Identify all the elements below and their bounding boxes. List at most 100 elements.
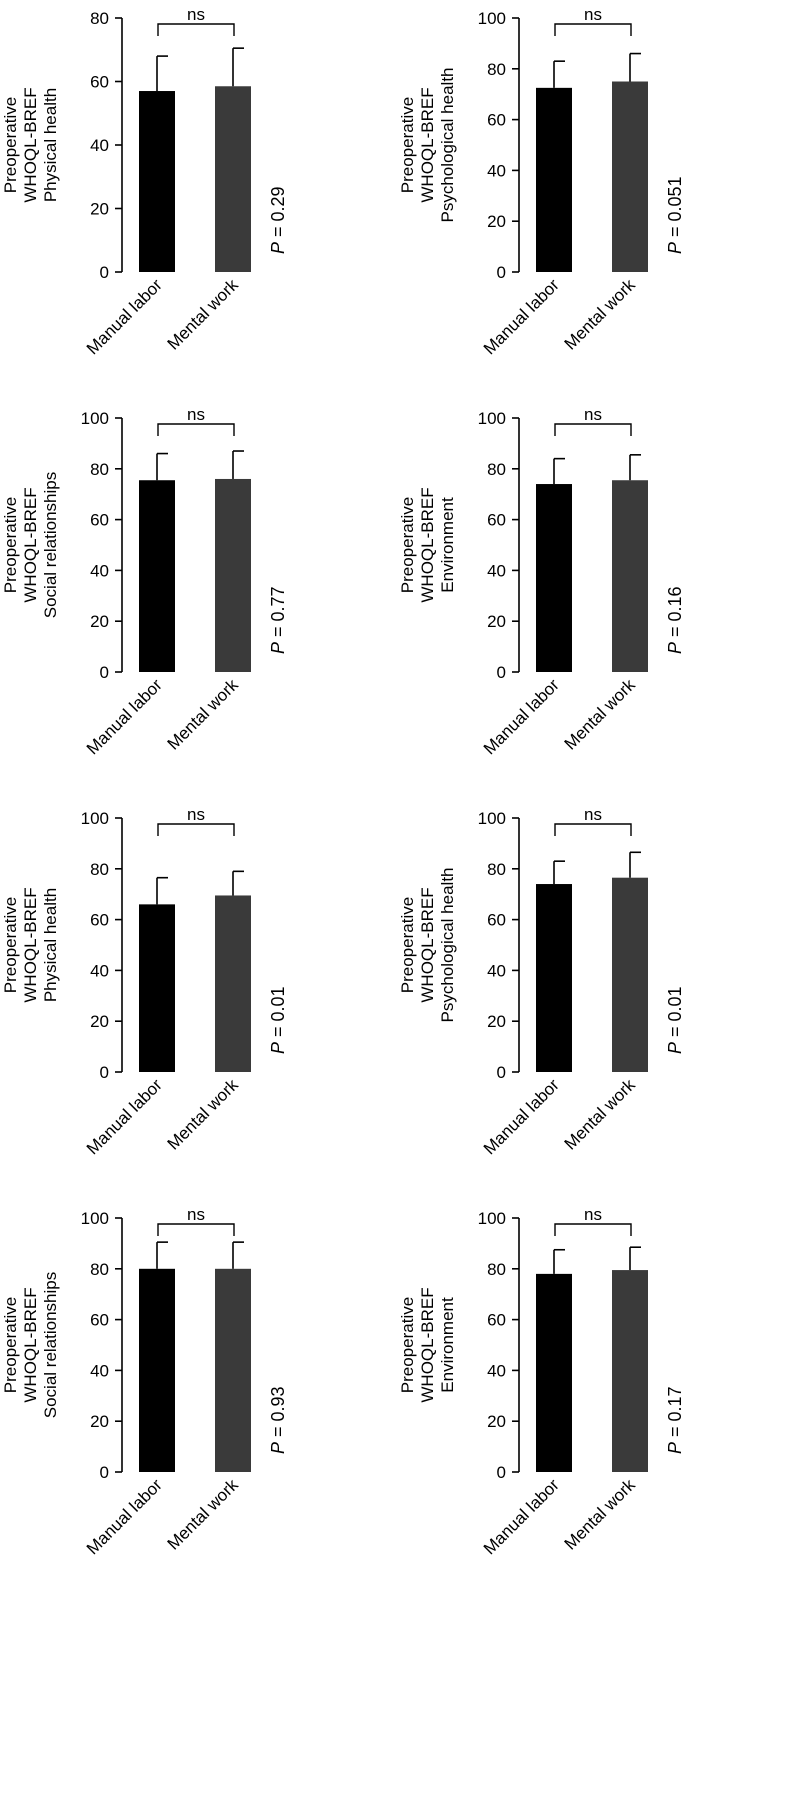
y-axis-label-line: Physical health bbox=[41, 888, 60, 1002]
y-tick-label: 20 bbox=[90, 200, 109, 219]
x-tick-label: Manual labor bbox=[480, 675, 563, 758]
x-tick-label: Mental work bbox=[164, 1075, 243, 1154]
y-axis-label-line: Preoperative bbox=[398, 897, 417, 993]
y-tick-label: 40 bbox=[90, 961, 109, 980]
bar-mental-work bbox=[215, 478, 251, 672]
y-tick-label: 0 bbox=[100, 1463, 109, 1482]
significance-bracket bbox=[157, 423, 235, 436]
p-value-label: P = 0.01 bbox=[665, 986, 685, 1054]
y-tick-label: 100 bbox=[478, 9, 506, 28]
significance-bracket bbox=[157, 823, 235, 836]
y-axis-label-line: Preoperative bbox=[1, 1297, 20, 1393]
y-axis-label-line: WHOQL-BREF bbox=[418, 1287, 437, 1402]
chart-panel-8: 0 20 40 60 80 100 Preoperative WHOQL-BREF Enviro… bbox=[398, 1205, 685, 1558]
y-axis-label-line: Preoperative bbox=[1, 497, 20, 593]
y-tick-label: 80 bbox=[487, 1260, 506, 1279]
chart-panel-1: 0 20 40 60 80 Preoperative WHOQL-BREF Physical … bbox=[1, 5, 288, 358]
y-axis-label-line: WHOQL-BREF bbox=[418, 87, 437, 202]
significance-bracket bbox=[554, 423, 632, 436]
significance-bracket bbox=[554, 823, 632, 836]
p-symbol: P bbox=[268, 1042, 288, 1054]
y-axis-label-line: WHOQL-BREF bbox=[21, 87, 40, 202]
significance-label: ns bbox=[584, 5, 602, 24]
significance-label: ns bbox=[584, 805, 602, 824]
bar-manual-labor bbox=[536, 484, 572, 672]
bar-mental-work bbox=[612, 1270, 648, 1472]
y-axis-label: Preoperative WHOQL-BREF Environment bbox=[398, 487, 457, 602]
bar-mental-work bbox=[215, 895, 251, 1072]
y-tick-label: 40 bbox=[90, 1361, 109, 1380]
y-axis-label: Preoperative WHOQL-BREF Social relationshi… bbox=[1, 1272, 60, 1418]
y-tick-label: 100 bbox=[81, 809, 109, 828]
bar-manual-labor bbox=[139, 480, 175, 672]
y-tick-label: 0 bbox=[100, 663, 109, 682]
p-value-label: P = 0.93 bbox=[268, 1386, 288, 1454]
x-tick-label: Mental work bbox=[164, 275, 243, 354]
y-tick-label: 40 bbox=[90, 561, 109, 580]
y-tick-label: 80 bbox=[90, 9, 109, 28]
y-tick-label: 60 bbox=[487, 1311, 506, 1330]
p-value: = 0.29 bbox=[268, 186, 288, 242]
y-axis-label-line: WHOQL-BREF bbox=[418, 887, 437, 1002]
y-tick-label: 100 bbox=[478, 1209, 506, 1228]
y-tick-label: 80 bbox=[90, 460, 109, 479]
p-value-label: P = 0.77 bbox=[268, 586, 288, 654]
bar-mental-work bbox=[612, 877, 648, 1072]
p-value: = 0.051 bbox=[665, 176, 685, 242]
y-tick-label: 60 bbox=[487, 111, 506, 130]
x-tick-label: Manual labor bbox=[480, 1475, 563, 1558]
chart-panel-7: 0 20 40 60 80 100 Preoperative WHOQL-BREF Social… bbox=[1, 1205, 288, 1558]
y-axis-label-line: Preoperative bbox=[398, 497, 417, 593]
significance-label: ns bbox=[584, 405, 602, 424]
y-tick-label: 0 bbox=[497, 263, 506, 282]
y-tick-label: 80 bbox=[90, 1260, 109, 1279]
bar-mental-work bbox=[215, 1268, 251, 1472]
bar-mental-work bbox=[215, 86, 251, 272]
x-tick-label: Mental work bbox=[561, 1475, 640, 1554]
bar-mental-work bbox=[612, 480, 648, 672]
y-tick-label: 20 bbox=[487, 1412, 506, 1431]
significance-label: ns bbox=[187, 5, 205, 24]
y-axis-label: Preoperative WHOQL-BREF Physical health bbox=[1, 87, 60, 202]
p-value-label: P = 0.16 bbox=[665, 586, 685, 654]
y-tick-label: 20 bbox=[90, 1012, 109, 1031]
p-symbol: P bbox=[268, 1442, 288, 1454]
y-axis-label-line: Environment bbox=[438, 497, 457, 593]
x-tick-label: Manual labor bbox=[83, 1475, 166, 1558]
y-tick-label: 100 bbox=[478, 409, 506, 428]
y-tick-label: 80 bbox=[90, 860, 109, 879]
bar-manual-labor bbox=[139, 904, 175, 1072]
y-tick-label: 60 bbox=[90, 911, 109, 930]
bar-manual-labor bbox=[139, 91, 175, 273]
y-tick-label: 40 bbox=[90, 136, 109, 155]
bar-manual-labor bbox=[536, 87, 572, 272]
y-axis-label-line: WHOQL-BREF bbox=[21, 1287, 40, 1402]
p-symbol: P bbox=[268, 242, 288, 254]
significance-label: ns bbox=[187, 805, 205, 824]
y-axis-label-line: Preoperative bbox=[398, 97, 417, 193]
y-tick-label: 40 bbox=[487, 161, 506, 180]
y-tick-label: 60 bbox=[487, 511, 506, 530]
y-tick-label: 20 bbox=[487, 612, 506, 631]
p-symbol: P bbox=[665, 242, 685, 254]
y-axis-label-line: Environment bbox=[438, 1297, 457, 1393]
y-tick-label: 20 bbox=[90, 1412, 109, 1431]
y-tick-label: 0 bbox=[100, 263, 109, 282]
y-axis-label-line: Psychological health bbox=[438, 68, 457, 223]
p-value-label: P = 0.17 bbox=[665, 1386, 685, 1454]
chart-panel-4: 0 20 40 60 80 100 Preoperative WHOQL-BREF Enviro… bbox=[398, 405, 685, 758]
y-axis-label: Preoperative WHOQL-BREF Physical health bbox=[1, 887, 60, 1002]
y-tick-label: 60 bbox=[487, 911, 506, 930]
p-symbol: P bbox=[665, 1042, 685, 1054]
significance-bracket bbox=[554, 23, 632, 36]
y-tick-label: 0 bbox=[497, 1463, 506, 1482]
y-tick-label: 80 bbox=[487, 860, 506, 879]
p-value: = 0.16 bbox=[665, 586, 685, 642]
y-axis-label-line: Preoperative bbox=[398, 1297, 417, 1393]
p-value: = 0.93 bbox=[268, 1386, 288, 1442]
y-tick-label: 20 bbox=[90, 612, 109, 631]
p-value: = 0.01 bbox=[665, 986, 685, 1042]
y-axis-label-line: WHOQL-BREF bbox=[418, 487, 437, 602]
y-tick-label: 0 bbox=[497, 1063, 506, 1082]
y-tick-label: 20 bbox=[487, 212, 506, 231]
